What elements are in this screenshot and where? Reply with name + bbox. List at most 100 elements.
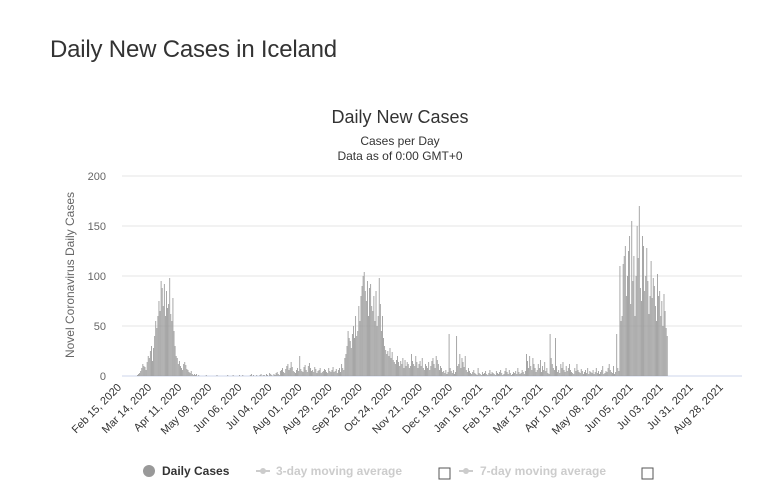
page-title: Daily New Cases in Iceland bbox=[50, 36, 337, 63]
bar bbox=[278, 375, 280, 376]
bar bbox=[621, 316, 623, 376]
bar bbox=[526, 354, 527, 376]
bar bbox=[592, 370, 594, 376]
bar bbox=[514, 373, 516, 376]
bar bbox=[190, 371, 192, 376]
bar bbox=[186, 369, 188, 376]
bar bbox=[544, 362, 546, 376]
bar bbox=[170, 314, 172, 376]
bar bbox=[474, 373, 476, 376]
bar bbox=[506, 372, 508, 376]
bar bbox=[172, 298, 174, 376]
bar bbox=[362, 276, 364, 376]
bar bbox=[475, 374, 477, 376]
bar bbox=[486, 374, 488, 376]
bar bbox=[451, 373, 453, 376]
bar bbox=[494, 375, 496, 376]
bar bbox=[295, 373, 296, 376]
bar bbox=[412, 361, 413, 376]
bar bbox=[421, 358, 423, 376]
bar bbox=[664, 311, 666, 376]
bar bbox=[265, 374, 267, 376]
bar bbox=[149, 351, 151, 376]
bar bbox=[569, 364, 570, 376]
bar bbox=[371, 306, 373, 376]
bar bbox=[617, 368, 619, 376]
bar bbox=[408, 368, 410, 376]
bar bbox=[550, 358, 552, 376]
bar bbox=[606, 372, 608, 376]
bar bbox=[311, 371, 312, 376]
bar bbox=[183, 364, 185, 376]
bar bbox=[442, 372, 444, 376]
bar bbox=[139, 373, 141, 376]
bar bbox=[513, 372, 514, 376]
bar bbox=[353, 326, 354, 376]
bar bbox=[160, 281, 162, 376]
bar bbox=[476, 375, 478, 376]
bar bbox=[337, 370, 339, 376]
bar bbox=[658, 296, 660, 376]
bar bbox=[490, 374, 492, 376]
bar bbox=[594, 372, 596, 376]
checkbox-7day-average[interactable] bbox=[641, 467, 654, 480]
bar bbox=[471, 374, 473, 376]
bar bbox=[152, 361, 153, 376]
bar bbox=[646, 248, 648, 376]
bar bbox=[549, 334, 551, 376]
bar bbox=[585, 370, 586, 376]
bar bbox=[602, 366, 604, 376]
bar bbox=[396, 360, 397, 376]
bar bbox=[480, 375, 482, 376]
bar bbox=[503, 374, 505, 376]
grid-lines bbox=[122, 175, 742, 377]
bar bbox=[354, 338, 355, 376]
bar bbox=[182, 370, 184, 376]
checkbox-3day-average[interactable] bbox=[438, 467, 451, 480]
bar bbox=[331, 370, 333, 376]
bar bbox=[271, 375, 273, 376]
bar bbox=[373, 296, 375, 376]
legend-marker-7day bbox=[463, 468, 469, 474]
bar bbox=[630, 304, 632, 376]
bar bbox=[534, 368, 536, 376]
bar bbox=[450, 371, 452, 376]
bar bbox=[355, 316, 357, 376]
legend-marker-daily-cases bbox=[143, 465, 155, 477]
y-tick-label: 200 bbox=[88, 171, 106, 183]
bar bbox=[288, 370, 290, 376]
bar bbox=[452, 370, 454, 376]
bar bbox=[575, 371, 577, 376]
bar bbox=[613, 366, 614, 376]
bar bbox=[433, 364, 435, 376]
bar bbox=[171, 321, 173, 376]
bar bbox=[322, 371, 324, 376]
bar bbox=[275, 373, 277, 376]
bar bbox=[567, 368, 569, 376]
bar bbox=[573, 374, 575, 376]
legend-item-3day-average[interactable]: 3-day moving average bbox=[256, 464, 402, 478]
legend-item-7day-average[interactable]: 7-day moving average bbox=[459, 464, 606, 478]
bar bbox=[666, 336, 668, 376]
bar bbox=[276, 372, 278, 376]
bar bbox=[159, 311, 161, 376]
bar bbox=[403, 368, 405, 376]
bar bbox=[147, 356, 149, 376]
bar bbox=[598, 371, 599, 376]
bar bbox=[493, 374, 495, 376]
bar bbox=[639, 288, 641, 376]
bar bbox=[376, 326, 378, 376]
bar bbox=[155, 321, 157, 376]
bar bbox=[413, 364, 415, 376]
chart-subtitle-line-2: Data as of 0:00 GMT+0 bbox=[337, 149, 462, 163]
bar bbox=[325, 370, 326, 376]
bar bbox=[281, 370, 282, 376]
bar bbox=[298, 371, 300, 376]
bar bbox=[609, 370, 611, 376]
bar bbox=[386, 354, 388, 376]
legend-item-daily-cases[interactable]: Daily Cases bbox=[143, 464, 230, 478]
bar bbox=[169, 278, 171, 376]
legend-label-7day-average: 7-day moving average bbox=[480, 464, 606, 478]
bar bbox=[192, 375, 194, 376]
bar bbox=[173, 331, 175, 376]
